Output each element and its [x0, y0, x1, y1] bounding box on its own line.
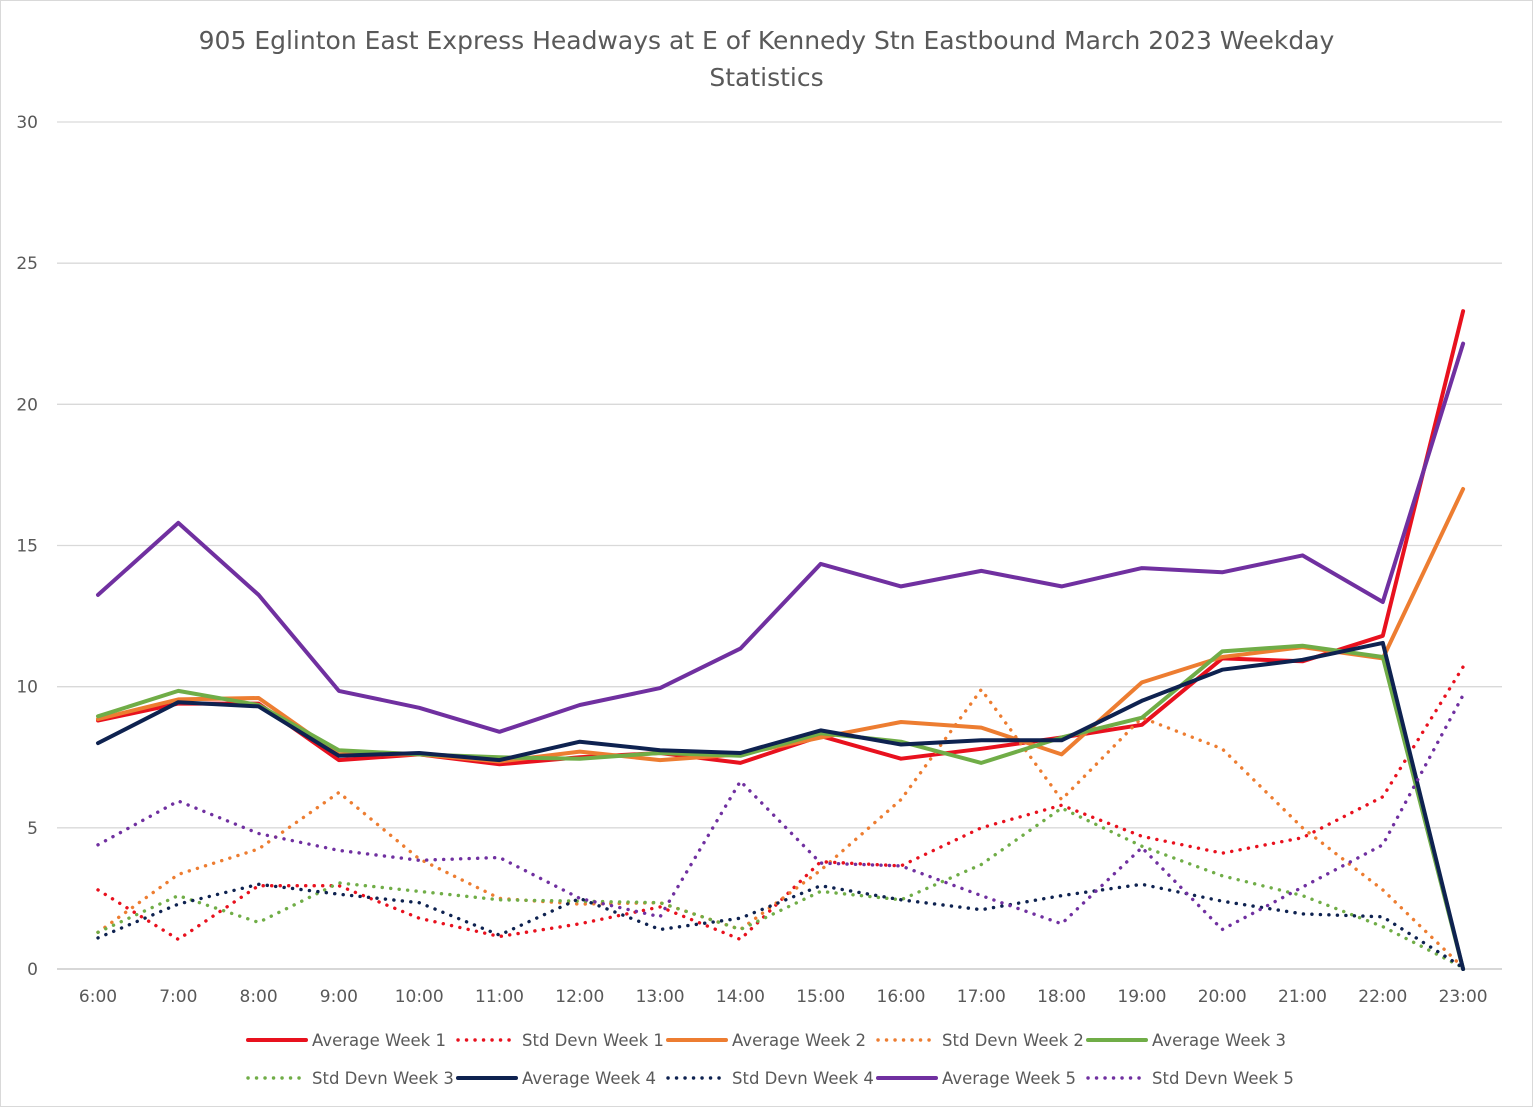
- x-axis-tick-labels: 6:00 7:00 8:00 9:00 10:00 11:00 12:00 13:00 14:0…: [79, 987, 1488, 1007]
- x-tick-label: 17:00: [957, 987, 1006, 1007]
- series-line: [96, 806, 1465, 970]
- x-tick-label: 20:00: [1198, 987, 1247, 1007]
- x-tick-label: 14:00: [716, 987, 765, 1007]
- x-tick-label: 9:00: [320, 987, 358, 1007]
- legend-label: Std Devn Week 4: [732, 1069, 874, 1088]
- x-tick-label: 10:00: [395, 987, 444, 1007]
- y-tick-label: 15: [16, 537, 38, 557]
- legend-label: Std Devn Week 1: [522, 1031, 664, 1050]
- y-tick-label: 20: [16, 395, 38, 415]
- x-tick-label: 16:00: [877, 987, 926, 1007]
- chart-title-line-1: 905 Eglinton East Express Headways at E …: [198, 26, 1335, 55]
- y-tick-label: 10: [16, 678, 38, 698]
- y-axis-tick-labels: 0 5 10 15 20 25 30: [16, 113, 38, 980]
- series-line: [96, 665, 1465, 942]
- legend: Average Week 1 Std Devn Week 1 Average Wee…: [246, 1031, 1294, 1088]
- x-tick-label: 11:00: [475, 987, 524, 1007]
- chart-title-line-2: Statistics: [709, 63, 824, 92]
- legend-label: Std Devn Week 2: [942, 1031, 1084, 1050]
- series-lines: [96, 309, 1466, 971]
- x-tick-label: 15:00: [796, 987, 845, 1007]
- series-line: [96, 341, 1466, 734]
- x-tick-label: 13:00: [636, 987, 685, 1007]
- chart-title: 905 Eglinton East Express Headways at E …: [0, 22, 1533, 96]
- legend-label: Std Devn Week 3: [312, 1069, 454, 1088]
- x-tick-label: 7:00: [159, 987, 197, 1007]
- y-tick-label: 25: [16, 254, 38, 274]
- gridlines: [57, 121, 1502, 970]
- series-line: [96, 687, 1465, 970]
- x-tick-label: 19:00: [1117, 987, 1166, 1007]
- legend-label: Std Devn Week 5: [1152, 1069, 1294, 1088]
- series-line: [96, 309, 1466, 767]
- y-tick-label: 30: [16, 113, 38, 133]
- series-line: [96, 640, 1466, 971]
- x-tick-label: 23:00: [1439, 987, 1488, 1007]
- legend-label: Average Week 4: [522, 1069, 656, 1088]
- series-line: [96, 693, 1465, 932]
- y-tick-label: 0: [27, 960, 38, 980]
- x-tick-label: 18:00: [1037, 987, 1086, 1007]
- x-tick-label: 21:00: [1278, 987, 1327, 1007]
- x-tick-label: 22:00: [1358, 987, 1407, 1007]
- series-line: [96, 487, 1466, 764]
- series-line: [96, 643, 1466, 971]
- x-tick-label: 12:00: [555, 987, 604, 1007]
- series-line: [96, 882, 1465, 970]
- legend-label: Average Week 2: [732, 1031, 866, 1050]
- x-tick-label: 8:00: [240, 987, 278, 1007]
- legend-label: Average Week 3: [1152, 1031, 1286, 1050]
- x-tick-label: 6:00: [79, 987, 117, 1007]
- y-tick-label: 5: [27, 819, 38, 839]
- legend-label: Average Week 1: [312, 1031, 446, 1050]
- legend-label: Average Week 5: [942, 1069, 1076, 1088]
